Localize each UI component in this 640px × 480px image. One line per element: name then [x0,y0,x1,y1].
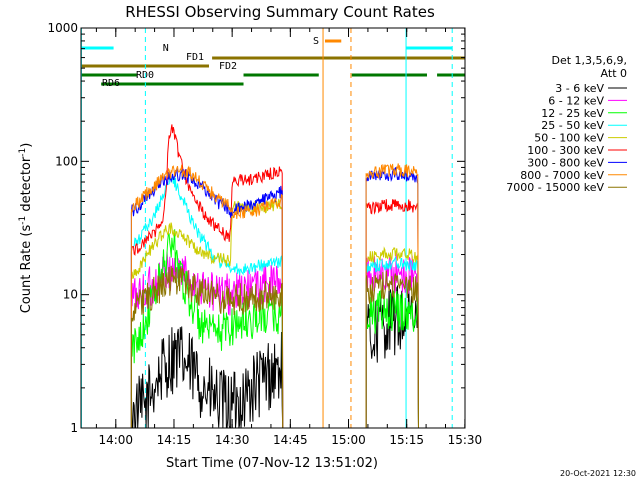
flag-label-s: S [313,36,319,47]
series-line-6-part-1 [130,124,284,429]
series-line-5-part-2 [365,246,419,429]
series-lines [130,124,419,429]
x-axis-title: Start Time (07-Nov-12 13:51:02) [166,456,378,471]
flag-label-fd2: FD2 [219,61,237,72]
chart-title: RHESSI Observing Summary Count Rates [125,3,435,21]
legend-entry-label: 25 - 50 keV [541,119,604,132]
y-axis-title-part: ) [19,143,34,148]
x-tick-label: 15:15 [389,433,424,447]
x-tick-label: 14:00 [98,433,133,447]
series-line-7-part-2 [365,167,419,429]
y-axis-title-part: detector [19,156,34,216]
render-timestamp: 20-Oct-2021 12:30 [560,469,636,478]
series-line-6-part-2 [365,199,419,429]
series-line-2-part-1 [130,251,284,429]
x-tick-label: 15:00 [331,433,366,447]
legend-entry-label: 300 - 800 keV [527,156,604,169]
y-axis: 1 10 100 1000 [47,21,465,435]
series-line-4-part-1 [130,176,284,429]
flag-label-n: N [163,43,169,54]
series-line-9-part-2 [365,270,419,429]
series-line-1-part-1 [130,326,284,429]
x-tick-label: 14:45 [273,433,308,447]
y-tick-label: 10 [63,288,78,302]
y-axis-title: Count Rate (s-1 detector-1) [18,143,34,314]
legend-entry-label: 100 - 300 keV [527,144,604,157]
x-tick-label: 14:30 [215,433,250,447]
x-axis: 14:00 14:15 14:30 14:45 15:00 15:15 15:30 [95,28,483,447]
series-line-9-part-1 [130,265,284,429]
y-axis-title-superscript: -1 [18,216,28,225]
legend-header: Det 1,3,5,6,9, [551,54,627,67]
legend-header: Att 0 [601,67,627,80]
series-line-8-part-2 [365,163,419,429]
x-tick-label: 14:15 [157,433,192,447]
flag-label-fd1: FD1 [186,52,204,63]
series-line-4-part-2 [365,255,419,429]
legend-entry-label: 800 - 7000 keV [520,169,604,182]
series-line-3-part-1 [130,229,284,429]
y-axis-title-part: Count Rate (s [19,225,34,314]
y-tick-label: 100 [55,154,78,168]
x-tick-label: 15:30 [448,433,483,447]
legend-entry-label: 6 - 12 keV [548,94,604,107]
legend-entry-label: 7000 - 15000 keV [506,181,604,194]
legend-entry-label: 50 - 100 keV [534,132,604,145]
y-axis-title-superscript: -1 [18,148,28,157]
plot-frame [80,27,466,429]
series-line-1-part-2 [365,282,419,429]
y-tick-label: 1 [70,421,78,435]
legend-entry-label: 12 - 25 keV [541,107,604,120]
series-line-8-part-1 [130,164,284,429]
legend-entry-label: 3 - 6 keV [555,82,604,95]
series-line-3-part-2 [365,289,419,429]
flag-bars: NSFD1FD2RD0RD6 [81,36,465,89]
flag-label-rd6: RD6 [102,78,120,89]
y-tick-label: 1000 [47,21,78,35]
